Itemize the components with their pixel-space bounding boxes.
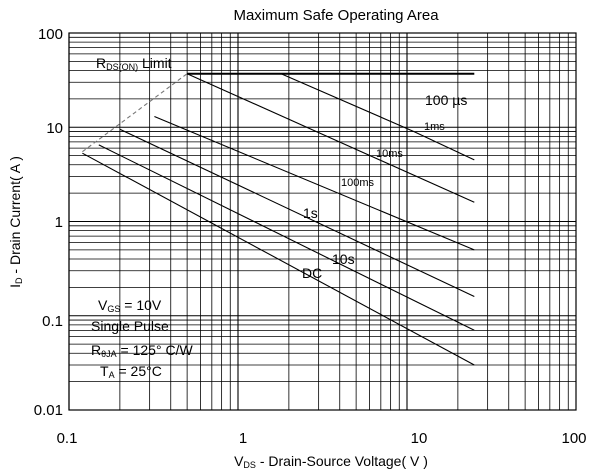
single-pulse-label: Single Pulse (91, 318, 169, 334)
series-lines (82, 72, 475, 366)
x-axis-label: VDS - Drain-Source Voltage( V ) (234, 453, 428, 470)
y-tick-label-10: 10 (46, 120, 63, 137)
x-tick-label-0.1: 0.1 (57, 430, 78, 447)
series-line-dc (82, 152, 475, 366)
series-line-10ms (186, 73, 475, 203)
plot-frame (68, 32, 577, 411)
label-dc: DC (302, 265, 322, 281)
annotations: RDS(ON) Limit 100 µs 1ms 10ms 100ms 1s 1… (91, 55, 467, 380)
x-tick-label-1: 1 (239, 430, 247, 447)
y-tick-label-1: 1 (55, 214, 63, 231)
x-tick-labels: 0.1 1 10 100 (57, 430, 587, 447)
x-tick-label-10: 10 (411, 430, 428, 447)
series-line-100ms (154, 115, 475, 251)
grid-lines (68, 33, 576, 411)
y-tick-labels: 100 10 1 0.1 0.01 (34, 26, 63, 419)
vgs-label: VGS = 10V (98, 297, 162, 314)
series-line-1s (119, 128, 475, 297)
series-line-10s (98, 144, 475, 331)
rthja-label: RθJA = 125° C/W (91, 342, 193, 359)
y-tick-label-0.1: 0.1 (42, 313, 63, 330)
ta-label: TA = 25°C (100, 363, 162, 380)
label-10s: 10s (332, 251, 355, 267)
y-axis-label: ID - Drain Current( A ) (7, 156, 24, 288)
label-100us: 100 µs (425, 92, 467, 108)
y-tick-label-100: 100 (38, 26, 63, 43)
y-tick-label-0.01: 0.01 (34, 402, 63, 419)
x-tick-label-100: 100 (561, 430, 586, 447)
series-line-rds-on-limit (82, 73, 188, 153)
series-line-1ms (280, 73, 475, 161)
label-10ms: 10ms (376, 148, 403, 160)
label-100ms: 100ms (341, 177, 375, 189)
chart-title: Maximum Safe Operating Area (233, 7, 439, 24)
rds-limit-label: RDS(ON) Limit (96, 55, 172, 72)
label-1ms: 1ms (424, 121, 445, 133)
label-1s: 1s (303, 205, 318, 221)
